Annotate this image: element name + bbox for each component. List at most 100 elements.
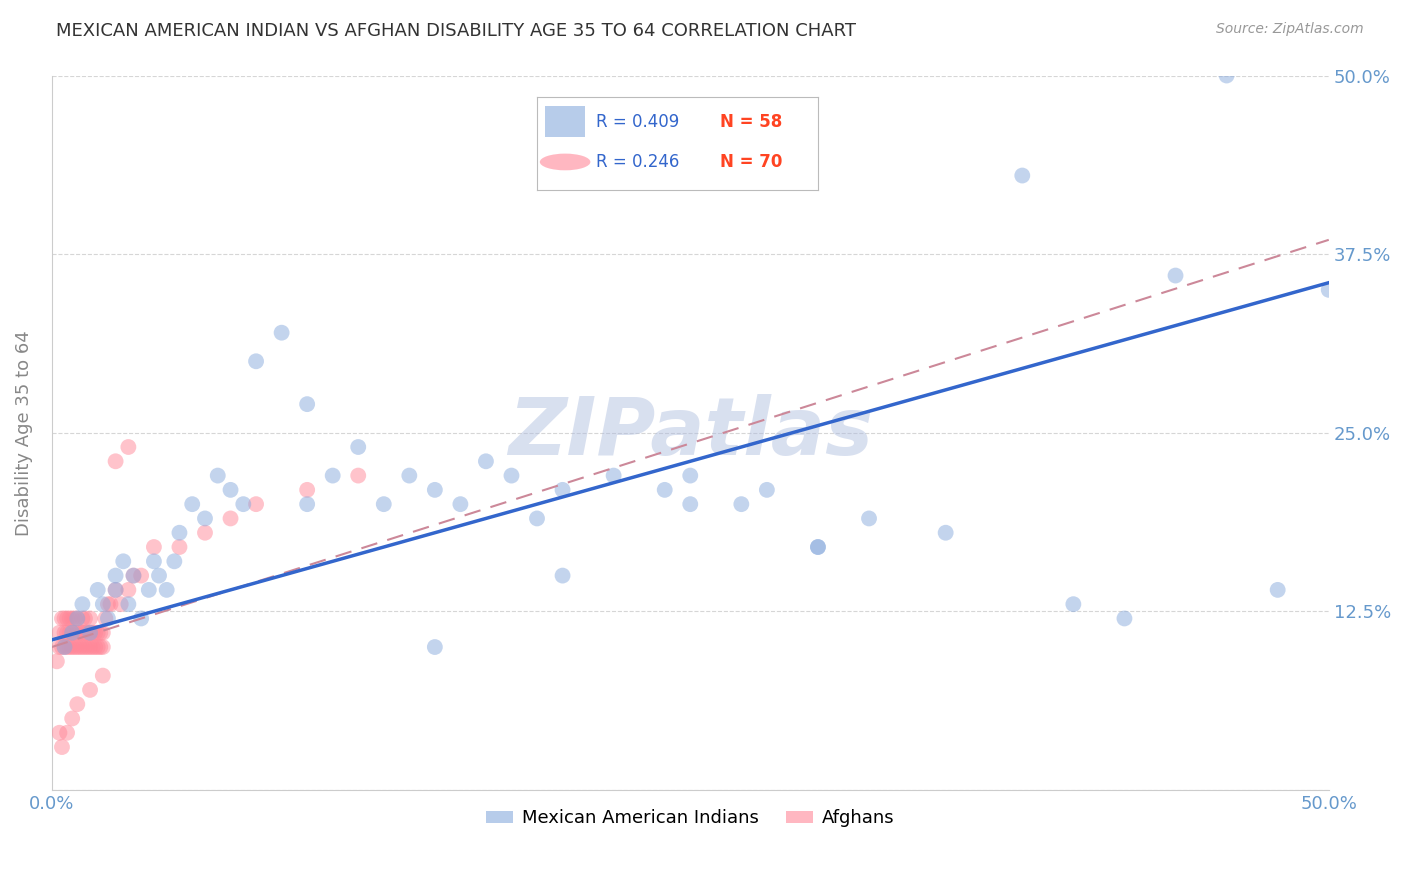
- Point: [679, 468, 702, 483]
- Point: [79, 682, 101, 697]
- Point: [295, 397, 318, 411]
- Point: [87, 625, 110, 640]
- Point: [87, 582, 110, 597]
- Point: [73, 640, 96, 654]
- Point: [295, 497, 318, 511]
- Point: [56, 625, 79, 640]
- Point: [181, 497, 204, 511]
- Point: [63, 640, 86, 654]
- Point: [347, 468, 370, 483]
- Point: [63, 611, 86, 625]
- Point: [551, 483, 574, 497]
- Point: [423, 483, 446, 497]
- Point: [1011, 169, 1033, 183]
- Point: [117, 582, 139, 597]
- Point: [48, 640, 70, 654]
- Point: [373, 497, 395, 511]
- Point: [322, 468, 344, 483]
- Point: [110, 597, 132, 611]
- Point: [53, 625, 76, 640]
- Point: [100, 597, 122, 611]
- Point: [89, 640, 111, 654]
- Point: [142, 554, 165, 568]
- Point: [51, 611, 73, 625]
- Point: [66, 640, 89, 654]
- Point: [73, 625, 96, 640]
- Point: [169, 540, 191, 554]
- Point: [97, 611, 120, 625]
- Point: [129, 568, 152, 582]
- Point: [51, 640, 73, 654]
- Point: [138, 582, 160, 597]
- Point: [475, 454, 498, 468]
- Point: [807, 540, 830, 554]
- Point: [654, 483, 676, 497]
- Point: [526, 511, 548, 525]
- Point: [104, 582, 127, 597]
- Point: [73, 611, 96, 625]
- Point: [194, 511, 217, 525]
- Text: MEXICAN AMERICAN INDIAN VS AFGHAN DISABILITY AGE 35 TO 64 CORRELATION CHART: MEXICAN AMERICAN INDIAN VS AFGHAN DISABI…: [56, 22, 856, 40]
- Point: [66, 611, 89, 625]
- Point: [66, 625, 89, 640]
- Point: [82, 625, 104, 640]
- Point: [72, 597, 94, 611]
- Point: [270, 326, 292, 340]
- Text: Source: ZipAtlas.com: Source: ZipAtlas.com: [1216, 22, 1364, 37]
- Point: [91, 597, 114, 611]
- Point: [66, 697, 89, 711]
- Point: [169, 525, 191, 540]
- Point: [163, 554, 186, 568]
- Point: [82, 640, 104, 654]
- Point: [53, 611, 76, 625]
- Point: [148, 568, 170, 582]
- Text: ZIPatlas: ZIPatlas: [508, 393, 873, 472]
- Point: [807, 540, 830, 554]
- Point: [72, 625, 94, 640]
- Point: [79, 625, 101, 640]
- Point: [79, 611, 101, 625]
- Point: [60, 611, 83, 625]
- Point: [91, 668, 114, 682]
- Point: [69, 625, 91, 640]
- Point: [112, 554, 135, 568]
- Point: [117, 597, 139, 611]
- Point: [69, 640, 91, 654]
- Point: [89, 625, 111, 640]
- Point: [72, 640, 94, 654]
- Point: [56, 640, 79, 654]
- Point: [122, 568, 145, 582]
- Point: [129, 611, 152, 625]
- Point: [1267, 582, 1289, 597]
- Point: [48, 625, 70, 640]
- Point: [104, 454, 127, 468]
- Point: [79, 640, 101, 654]
- Point: [45, 654, 67, 668]
- Point: [730, 497, 752, 511]
- Point: [858, 511, 880, 525]
- Point: [423, 640, 446, 654]
- Point: [72, 611, 94, 625]
- Point: [79, 625, 101, 640]
- Point: [63, 625, 86, 640]
- Point: [60, 640, 83, 654]
- Point: [755, 483, 778, 497]
- Point: [156, 582, 179, 597]
- Point: [59, 640, 82, 654]
- Point: [60, 711, 83, 725]
- Point: [295, 483, 318, 497]
- Point: [76, 640, 98, 654]
- Point: [194, 525, 217, 540]
- Point: [87, 640, 110, 654]
- Point: [60, 625, 83, 640]
- Point: [1317, 283, 1340, 297]
- Point: [245, 497, 267, 511]
- Point: [94, 611, 117, 625]
- Point: [1062, 597, 1084, 611]
- Point: [91, 640, 114, 654]
- Point: [142, 540, 165, 554]
- Point: [1164, 268, 1187, 283]
- Point: [207, 468, 229, 483]
- Point: [232, 497, 254, 511]
- Point: [104, 582, 127, 597]
